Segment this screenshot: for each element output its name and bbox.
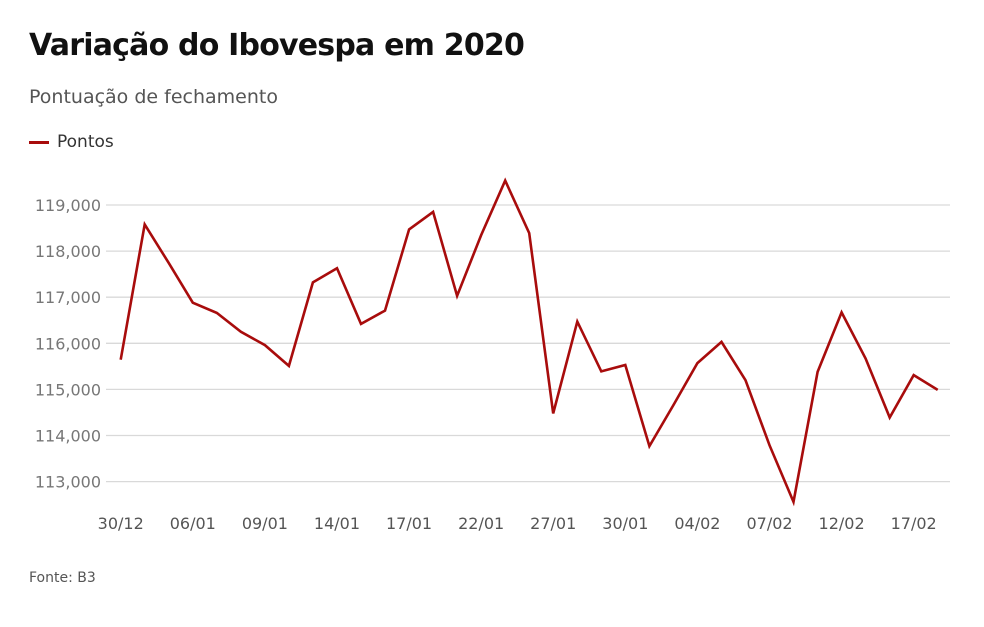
chart-subtitle: Pontuação de fechamento	[29, 86, 278, 108]
chart-title: Variação do Ibovespa em 2020	[29, 28, 525, 63]
source-note: Fonte: B3	[29, 570, 96, 586]
legend-label: Pontos	[57, 132, 114, 152]
y-tick-label: 116,000	[35, 334, 101, 353]
x-tick-label: 06/01	[170, 514, 216, 533]
x-tick-label: 27/01	[530, 514, 576, 533]
x-tick-label: 12/02	[819, 514, 865, 533]
x-tick-label: 07/02	[746, 514, 792, 533]
x-tick-label: 14/01	[314, 514, 360, 533]
y-tick-label: 115,000	[35, 380, 101, 399]
x-tick-label: 17/02	[891, 514, 937, 533]
legend: Pontos	[29, 132, 114, 152]
y-tick-label: 118,000	[35, 242, 101, 261]
x-tick-label: 30/01	[602, 514, 648, 533]
series-line-pontos	[119, 177, 939, 507]
y-tick-label: 114,000	[35, 427, 101, 446]
y-tick-label: 113,000	[35, 473, 101, 492]
x-tick-label: 30/12	[98, 514, 144, 533]
x-tick-label: 09/01	[242, 514, 288, 533]
y-tick-label: 119,000	[35, 196, 101, 215]
legend-swatch	[29, 140, 49, 144]
x-tick-label: 04/02	[674, 514, 720, 533]
x-tick-label: 22/01	[458, 514, 504, 533]
y-tick-label: 117,000	[35, 288, 101, 307]
x-tick-label: 17/01	[386, 514, 432, 533]
